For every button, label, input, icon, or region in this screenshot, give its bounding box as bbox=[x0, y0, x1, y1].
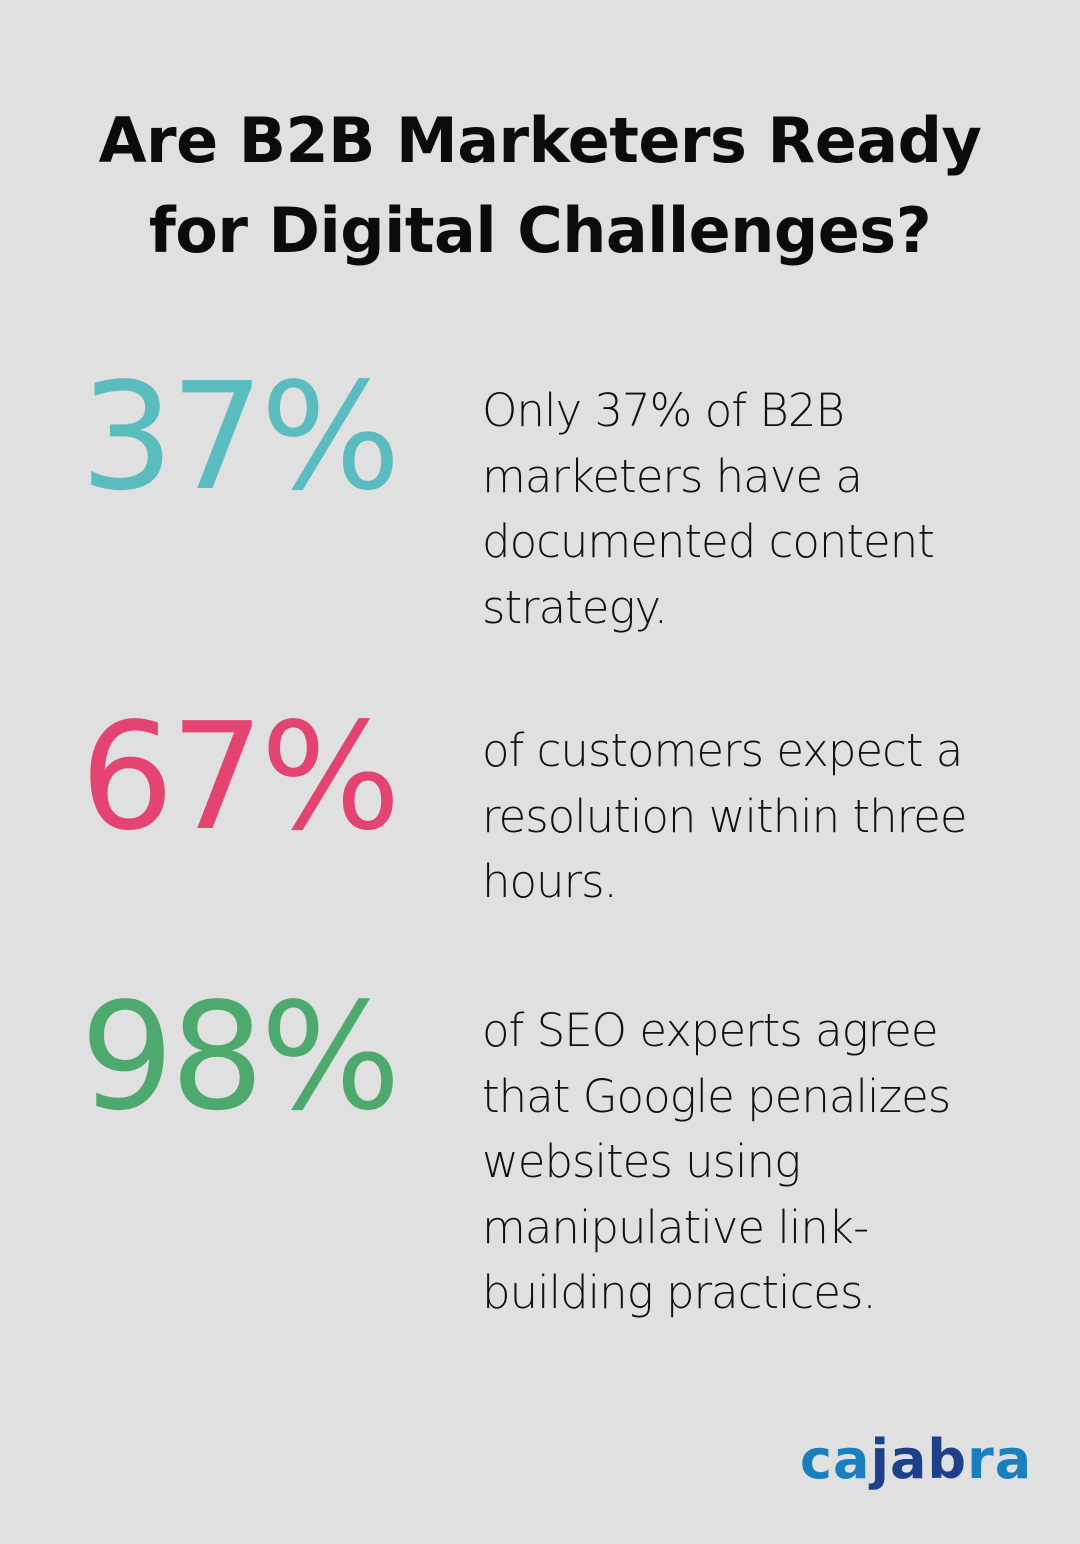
logo-part-2: jab bbox=[870, 1428, 968, 1491]
stat-value: 67% bbox=[80, 691, 401, 863]
title-line-2: for Digital Challenges? bbox=[148, 194, 932, 267]
stat-value: 37% bbox=[80, 351, 401, 523]
logo-part-1: ca bbox=[800, 1428, 871, 1491]
logo-part-3: ra bbox=[967, 1428, 1033, 1491]
page-title: Are B2B Marketers Ready for Digital Chal… bbox=[0, 96, 1080, 276]
stat-value: 98% bbox=[80, 971, 401, 1143]
stat-description: of SEO experts agree that Google penaliz… bbox=[482, 1004, 951, 1319]
cajabra-logo: cajabra bbox=[800, 1428, 1032, 1491]
stat-description: Only 37% of B2B marketers have a documen… bbox=[482, 384, 935, 634]
stat-description: of customers expect a resolution within … bbox=[482, 724, 968, 908]
title-line-1: Are B2B Marketers Ready bbox=[98, 104, 982, 177]
